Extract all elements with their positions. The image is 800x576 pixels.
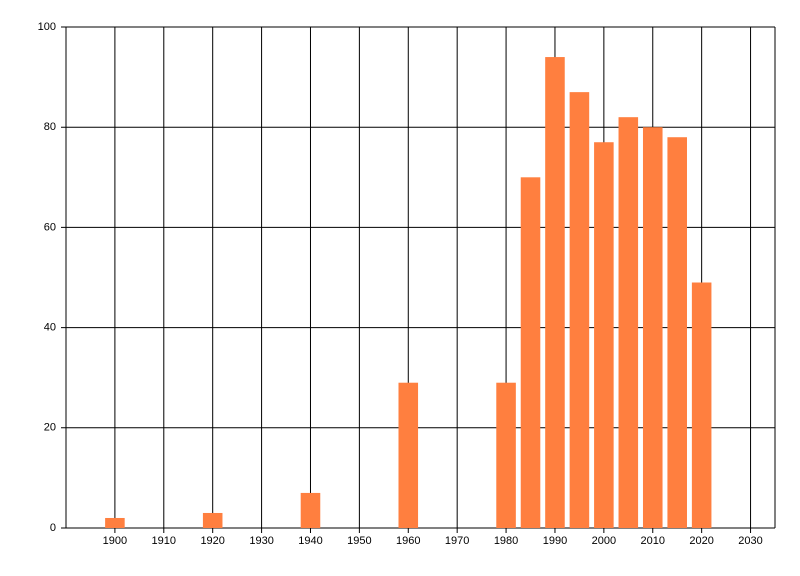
bar — [618, 117, 639, 529]
y-tick-label: 40 — [44, 322, 56, 334]
bar — [691, 282, 712, 528]
x-tick-label: 1970 — [445, 535, 469, 547]
bar — [300, 492, 321, 528]
x-tick-label: 1920 — [200, 535, 224, 547]
bar — [667, 137, 687, 528]
x-tick-label: 1960 — [396, 535, 420, 547]
x-tick-label: 1990 — [543, 535, 567, 547]
bar — [569, 92, 590, 528]
bar — [496, 382, 516, 528]
y-tick-label: 80 — [44, 121, 56, 133]
x-tick-label: 1930 — [249, 535, 273, 547]
bar — [594, 142, 614, 529]
x-tick-label: 2010 — [641, 535, 665, 547]
y-tick-label: 60 — [44, 221, 56, 233]
x-tick-label: 1910 — [152, 535, 176, 547]
y-tick-label: 100 — [38, 21, 56, 33]
bar — [642, 127, 663, 528]
x-tick-label: 1900 — [103, 535, 127, 547]
bar — [202, 512, 223, 528]
y-tick-label: 0 — [50, 522, 56, 534]
x-tick-label: 1940 — [298, 535, 322, 547]
bar — [105, 517, 125, 528]
bar — [398, 382, 419, 528]
x-tick-label: 2030 — [738, 535, 762, 547]
x-tick-label: 1980 — [494, 535, 518, 547]
x-tick-label: 2000 — [592, 535, 616, 547]
bar — [545, 57, 565, 529]
x-tick-label: 1950 — [347, 535, 371, 547]
bar — [520, 177, 541, 529]
x-tick-label: 2020 — [689, 535, 713, 547]
y-tick-label: 20 — [44, 422, 56, 434]
